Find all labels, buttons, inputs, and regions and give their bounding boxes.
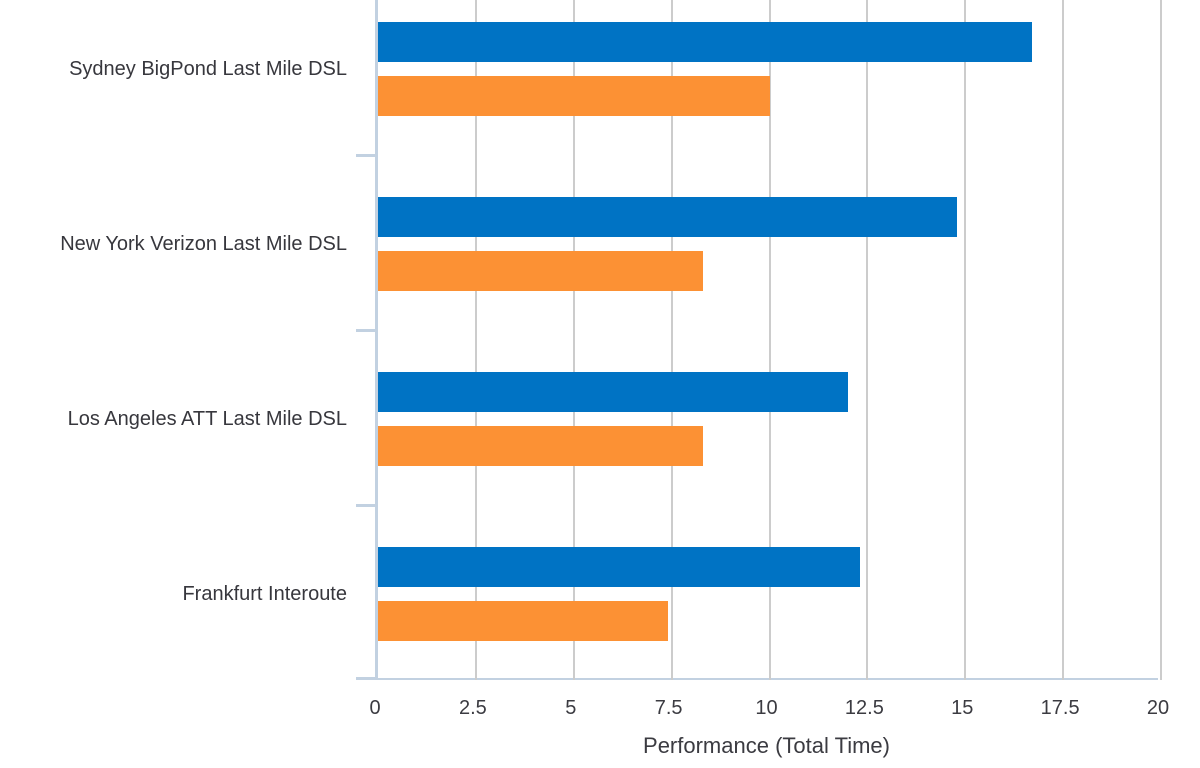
x-tick-label: 15 xyxy=(951,697,974,719)
category-label: New York Verizon Last Mile DSL xyxy=(60,233,347,255)
x-tick-label: 12.5 xyxy=(844,697,884,719)
bar-orange[interactable] xyxy=(378,76,770,116)
x-tick-label: 0 xyxy=(369,697,381,719)
category-label: Sydney BigPond Last Mile DSL xyxy=(69,58,347,80)
gridline xyxy=(1160,0,1162,680)
plot-area xyxy=(375,0,1162,680)
bar-orange[interactable] xyxy=(378,426,703,466)
x-tick-label: 7.5 xyxy=(654,697,683,719)
x-axis-title: Performance (Total Time) xyxy=(643,733,890,758)
bar-blue[interactable] xyxy=(378,197,958,237)
bar-blue[interactable] xyxy=(378,22,1032,62)
gridline xyxy=(572,0,575,680)
gridline xyxy=(474,0,477,680)
gridline xyxy=(768,0,771,680)
bar-orange[interactable] xyxy=(378,251,703,291)
x-tick-label: 20 xyxy=(1146,697,1170,719)
bar-blue[interactable] xyxy=(378,372,848,412)
gridline xyxy=(866,0,869,680)
x-tick-label: 5 xyxy=(565,697,577,719)
gridline xyxy=(670,0,673,680)
category-label: Los Angeles ATT Last Mile DSL xyxy=(67,408,347,430)
axis-tick xyxy=(356,504,375,507)
x-tick-label: 17.5 xyxy=(1040,697,1080,719)
category-label: Frankfurt Interoute xyxy=(182,583,347,605)
axis-tick xyxy=(356,677,375,680)
gridline xyxy=(1062,0,1065,680)
bar-blue[interactable] xyxy=(378,547,860,587)
x-tick-label: 2.5 xyxy=(458,697,487,719)
gridline xyxy=(964,0,967,680)
axis-tick xyxy=(356,154,375,157)
bar-orange[interactable] xyxy=(378,601,668,641)
x-tick-label: 10 xyxy=(755,697,778,719)
axis-tick xyxy=(356,329,375,332)
